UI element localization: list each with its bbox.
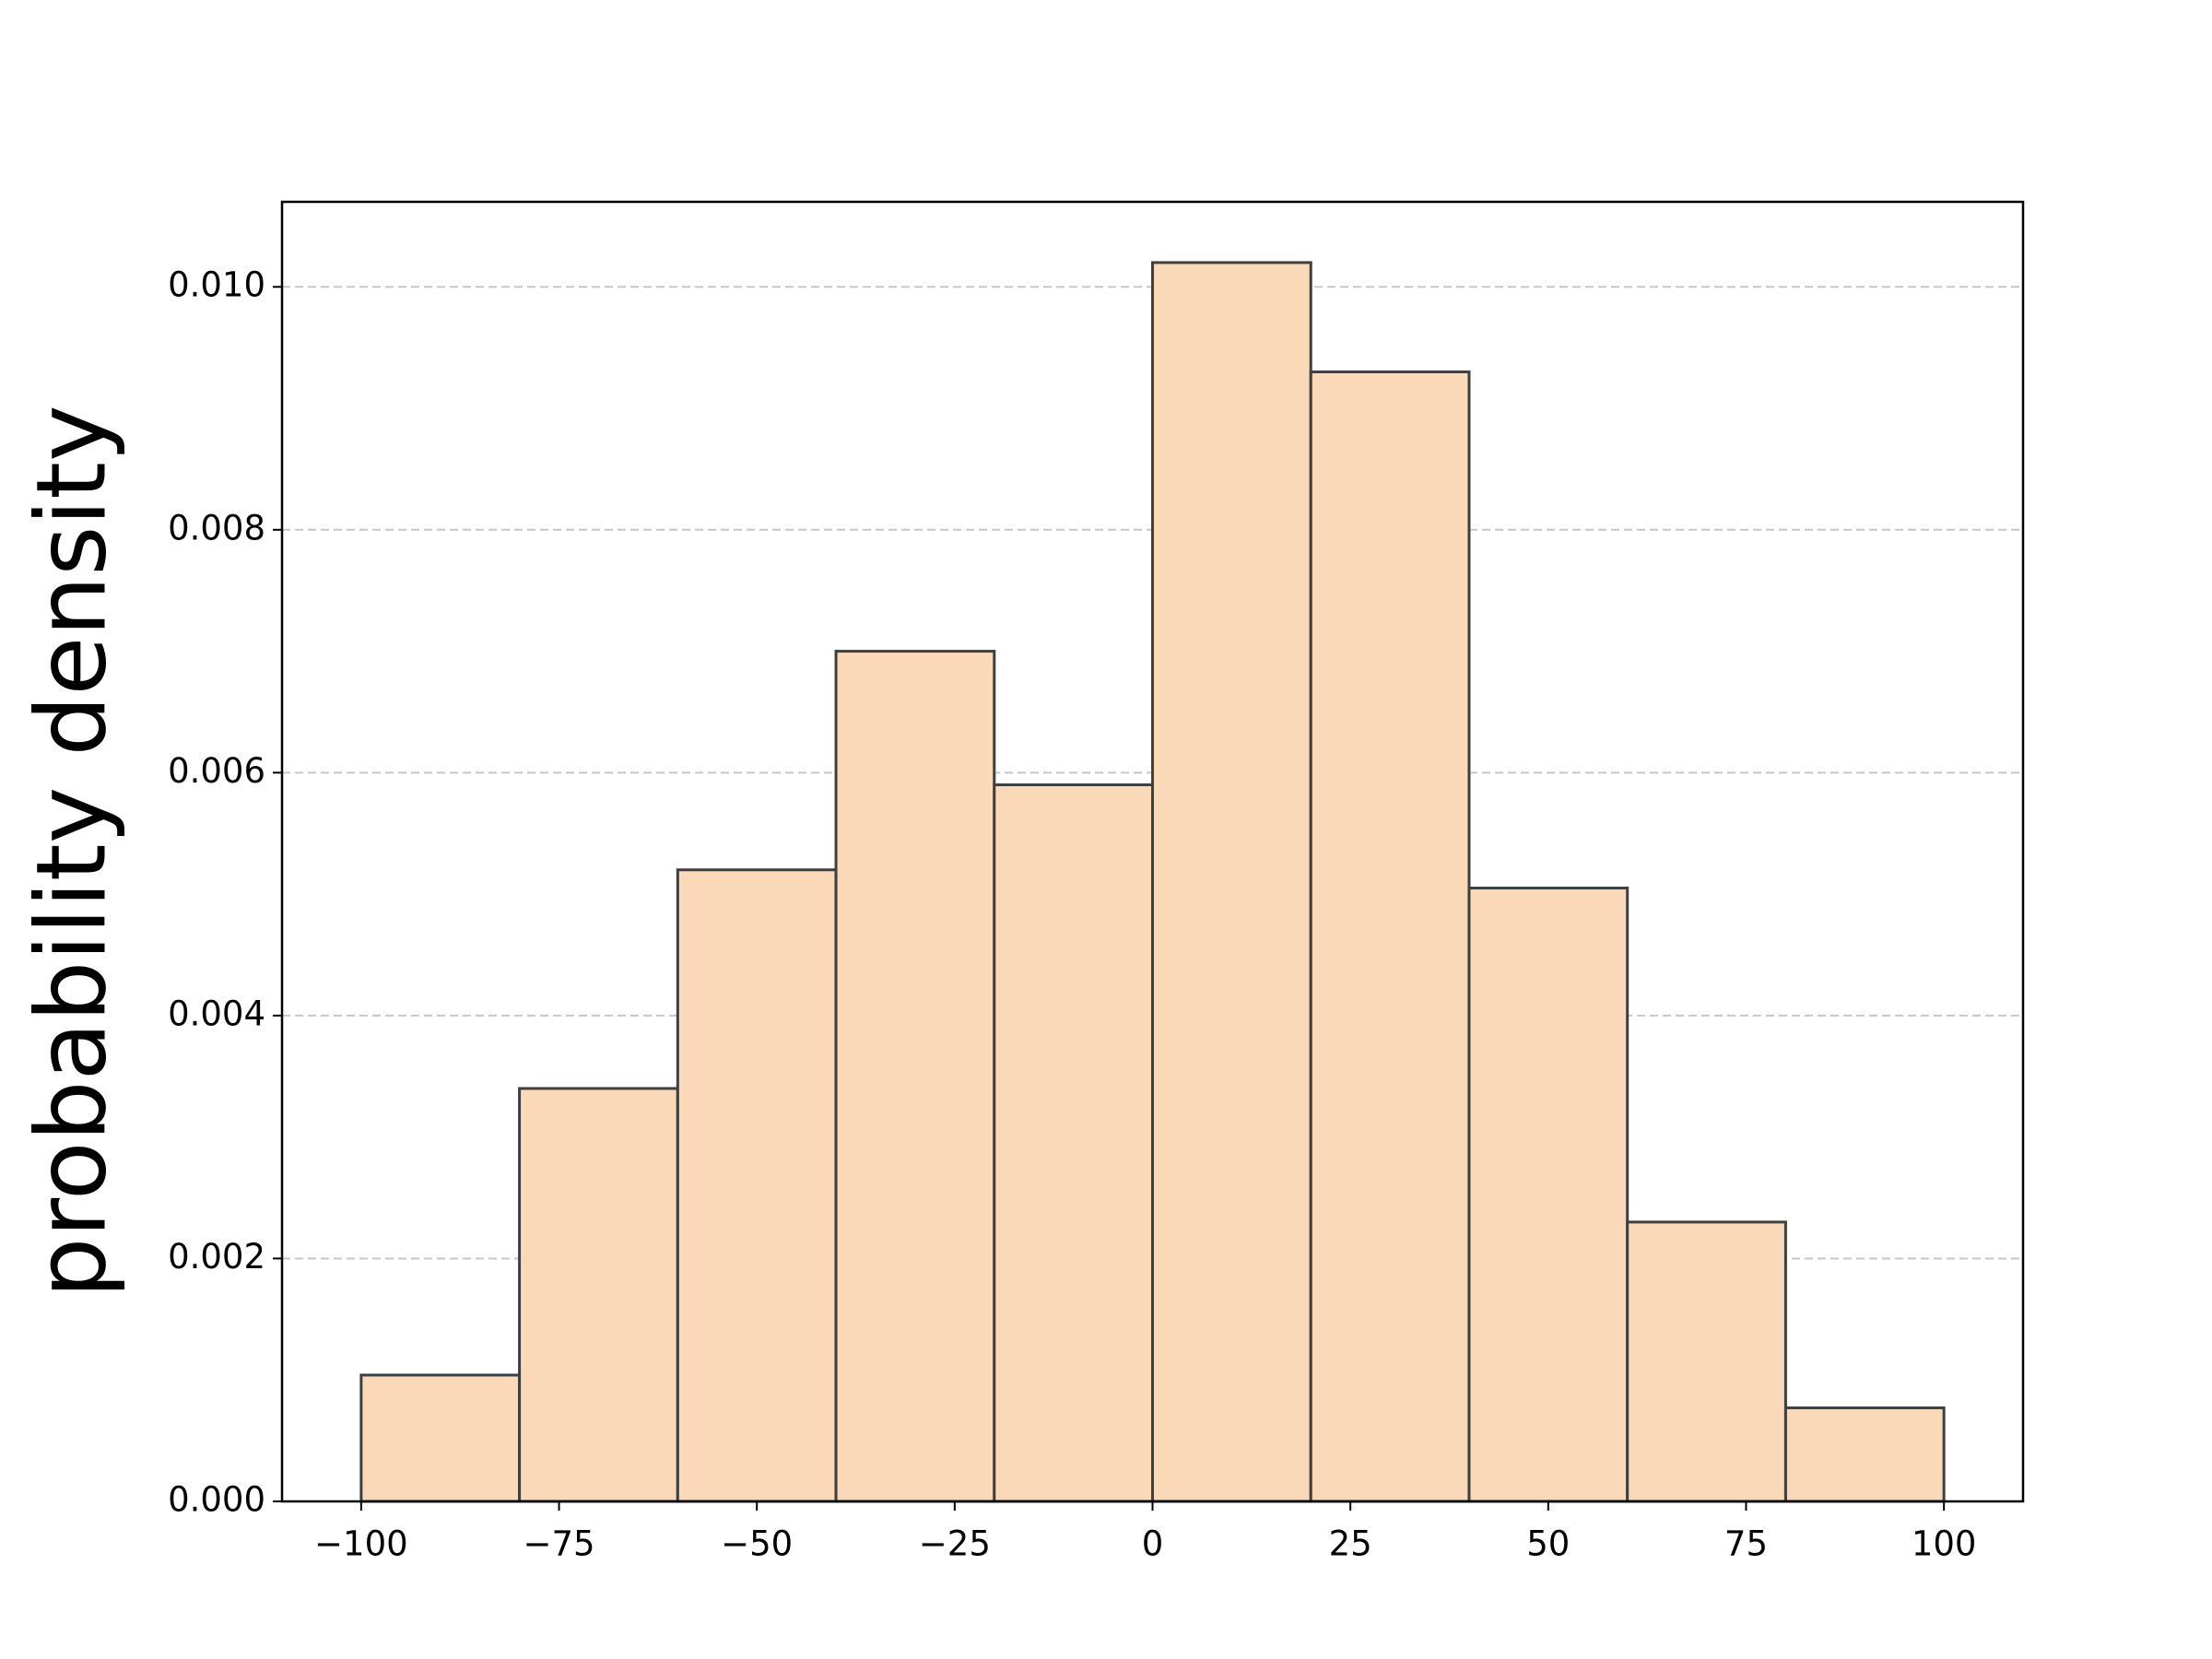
y-axis-label: probability density xyxy=(15,405,127,1298)
y-tick-label: 0.004 xyxy=(168,994,265,1033)
bar xyxy=(359,1373,522,1503)
x-tick-label: −25 xyxy=(919,1524,991,1564)
bar xyxy=(993,783,1154,1503)
x-tick-label: −100 xyxy=(314,1524,408,1564)
bar xyxy=(834,650,996,1503)
bar xyxy=(1626,1220,1787,1503)
bar xyxy=(518,1087,679,1503)
bar xyxy=(1309,370,1471,1503)
y-tick-label: 0.010 xyxy=(168,265,265,305)
bar xyxy=(1151,261,1312,1503)
x-tick-label: −75 xyxy=(523,1524,594,1564)
x-tick-label: −50 xyxy=(721,1524,793,1564)
x-tick-label: 0 xyxy=(1142,1524,1164,1564)
y-tick-label: 0.008 xyxy=(168,508,265,547)
bar xyxy=(1783,1406,1946,1503)
x-tick-label: 75 xyxy=(1724,1524,1768,1564)
plot-frame xyxy=(280,200,2025,1503)
bar xyxy=(676,868,838,1503)
y-tick-label: 0.002 xyxy=(168,1237,265,1277)
y-tick-label: 0.006 xyxy=(168,751,265,791)
x-tick-label: 50 xyxy=(1526,1524,1570,1564)
bar xyxy=(1467,887,1630,1503)
x-tick-label: 100 xyxy=(1912,1524,1977,1564)
y-tick-label: 0.000 xyxy=(168,1480,265,1520)
x-tick-label: 25 xyxy=(1329,1524,1372,1564)
